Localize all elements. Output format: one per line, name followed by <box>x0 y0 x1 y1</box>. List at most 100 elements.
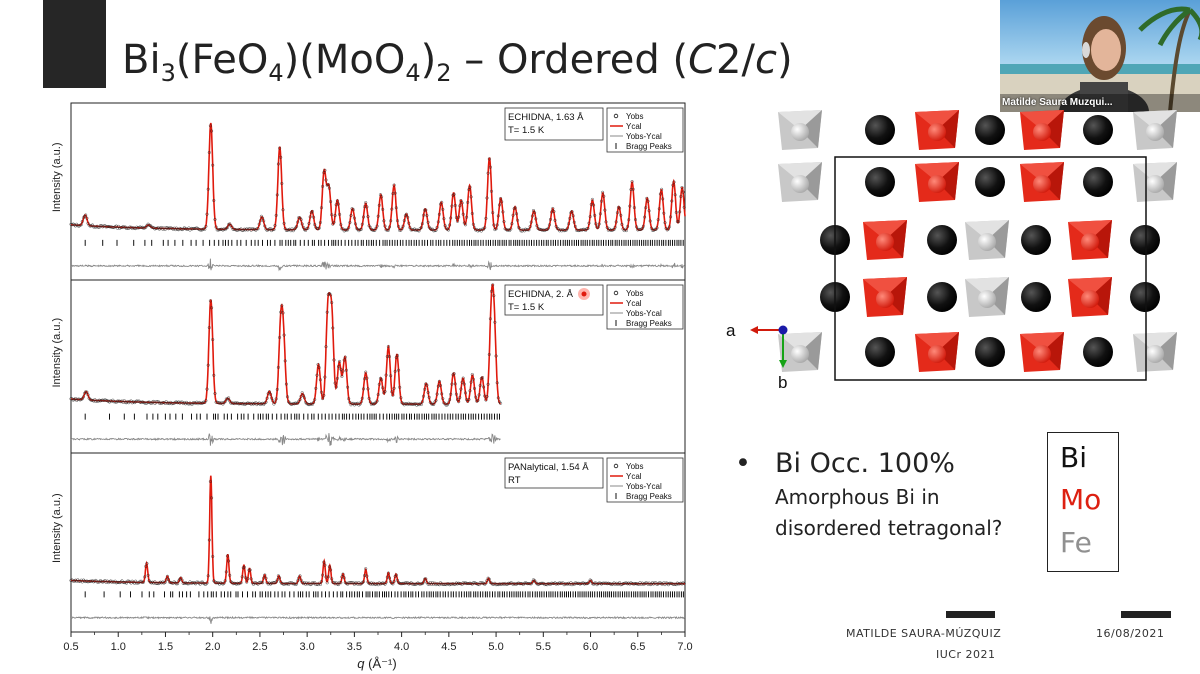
x-tick-label: 3.0 <box>300 641 315 653</box>
bi-atom <box>975 337 1005 367</box>
difference-curve <box>70 433 501 446</box>
tetra-face-top <box>1133 110 1177 130</box>
mo-tetrahedron <box>1020 332 1064 372</box>
cursor-dot <box>581 291 587 297</box>
axis-b-label: b <box>778 373 787 392</box>
info-line-1: PANalytical, 1.54 Å <box>508 462 589 473</box>
mo-tetrahedron <box>1020 162 1064 202</box>
legend-label: Bragg Peaks <box>626 142 672 151</box>
central-atom <box>928 345 946 363</box>
fe-tetrahedron <box>1133 162 1177 202</box>
central-atom <box>1033 345 1051 363</box>
legend-label: Yobs <box>626 112 644 121</box>
legend-label: Ycal <box>626 299 642 308</box>
legend-label: Yobs-Ycal <box>626 309 662 318</box>
bullet-dot: • <box>735 448 751 479</box>
bi-atom <box>1083 115 1113 145</box>
tetra-face-top <box>915 162 959 182</box>
diffraction-panel-3: Intensity (a.u.) PANalytical, 1.54 Å RT Yob… <box>51 452 686 633</box>
info-box-frame <box>504 107 604 141</box>
footer-author: MATILDE SAURA-MÚZQUIZ <box>846 627 1002 640</box>
x-tick-label: 2.0 <box>205 641 220 653</box>
footer-conference: IUCr 2021 <box>936 648 996 661</box>
bi-atom <box>1083 167 1113 197</box>
bi-atom <box>865 337 895 367</box>
mo-tetrahedron <box>1020 110 1064 150</box>
info-line-1: ECHIDNA, 2. Å <box>508 289 574 300</box>
tetra-face-side <box>1042 332 1064 370</box>
tetra-face-top <box>1020 332 1064 352</box>
central-atom <box>1146 345 1164 363</box>
bi-atom <box>975 167 1005 197</box>
x-tick-label: 2.5 <box>252 641 267 653</box>
mo-tetrahedron <box>915 332 959 372</box>
central-atom <box>978 290 996 308</box>
unit-cell-outline <box>834 156 1147 381</box>
legend-label: Yobs-Ycal <box>626 132 662 141</box>
tetra-face-side <box>1155 110 1177 148</box>
tetra-face-side <box>885 277 907 315</box>
legend-marker-yobs <box>613 113 619 119</box>
diffraction-chart: Intensity (a.u.) ECHIDNA, 1.63 Å T= 1.5 K Y… <box>51 102 693 671</box>
tetra-face-top <box>915 332 959 352</box>
x-tick-label: 6.5 <box>630 641 645 653</box>
y-axis-label: Intensity (a.u.) <box>51 318 63 388</box>
tetra-face-side <box>1042 110 1064 148</box>
bullet-block: • Bi Occ. 100% Amorphous Bi in disordered… <box>735 446 1002 544</box>
element-legend: Bi Mo Fe <box>1047 432 1119 572</box>
footer-date: 16/08/2021 <box>1096 627 1165 640</box>
info-box-frame <box>504 457 604 489</box>
slide-title: Bi3(FeO4)(MoO4)2 – Ordered (C2/c) <box>122 37 793 87</box>
central-atom <box>1033 175 1051 193</box>
central-atom <box>928 123 946 141</box>
mo-tetrahedron <box>915 162 959 202</box>
bi-atom <box>1021 282 1051 312</box>
bi-atom <box>1130 225 1160 255</box>
tetra-face-side <box>937 332 959 370</box>
x-tick-label: 7.0 <box>677 641 692 653</box>
x-tick-label: 6.0 <box>583 641 598 653</box>
tetra-face-side <box>987 277 1009 315</box>
bragg-peak-ticks <box>84 591 684 598</box>
tetra-face-side <box>1155 332 1177 370</box>
panel-info-box: PANalytical, 1.54 Å RT <box>504 457 604 489</box>
legend-mo: Mo <box>1060 483 1102 516</box>
footer-bar-right <box>1121 611 1171 618</box>
yobs-points <box>69 124 686 233</box>
central-atom <box>791 123 809 141</box>
bi-atom <box>927 282 957 312</box>
tetra-face-side <box>937 162 959 200</box>
x-axis-label: q (Å⁻¹) <box>357 656 396 671</box>
bullet-sub-line-1: Amorphous Bi in <box>775 485 940 509</box>
tetra-face-side <box>987 220 1009 258</box>
central-atom <box>876 290 894 308</box>
tetra-face-side <box>800 110 822 148</box>
yobs-points <box>69 283 503 407</box>
tetra-face-top <box>1020 162 1064 182</box>
bi-atom <box>975 115 1005 145</box>
legend-label: Ycal <box>626 122 642 131</box>
fe-tetrahedron <box>778 110 822 150</box>
participant-video[interactable]: Matilde Saura Muzqui... <box>1000 0 1200 112</box>
tetra-face-top <box>863 277 907 297</box>
x-tick-label: 4.5 <box>441 641 456 653</box>
bragg-peak-ticks <box>84 413 500 420</box>
tetra-face-top <box>778 332 822 352</box>
x-tick-label: 1.5 <box>158 641 173 653</box>
central-atom <box>1081 233 1099 251</box>
info-line-2: T= 1.5 K <box>508 302 545 313</box>
central-atom <box>978 233 996 251</box>
central-atom <box>791 175 809 193</box>
legend-fe: Fe <box>1060 526 1092 559</box>
axis-a-label: a <box>726 321 736 340</box>
footer-bar-left <box>946 611 995 618</box>
tetra-face-top <box>863 220 907 240</box>
central-atom <box>791 345 809 363</box>
legend-label: Yobs <box>626 289 644 298</box>
diffraction-panel-1: Intensity (a.u.) ECHIDNA, 1.63 Å T= 1.5 K Y… <box>51 102 686 281</box>
mo-tetrahedron <box>863 220 907 260</box>
diffraction-panel-2: Intensity (a.u.) ECHIDNA, 2. Å T= 1.5 K Yob… <box>51 279 686 454</box>
bullet-main-text: • Bi Occ. 100% <box>735 446 1002 482</box>
tetra-face-top <box>1068 220 1112 240</box>
